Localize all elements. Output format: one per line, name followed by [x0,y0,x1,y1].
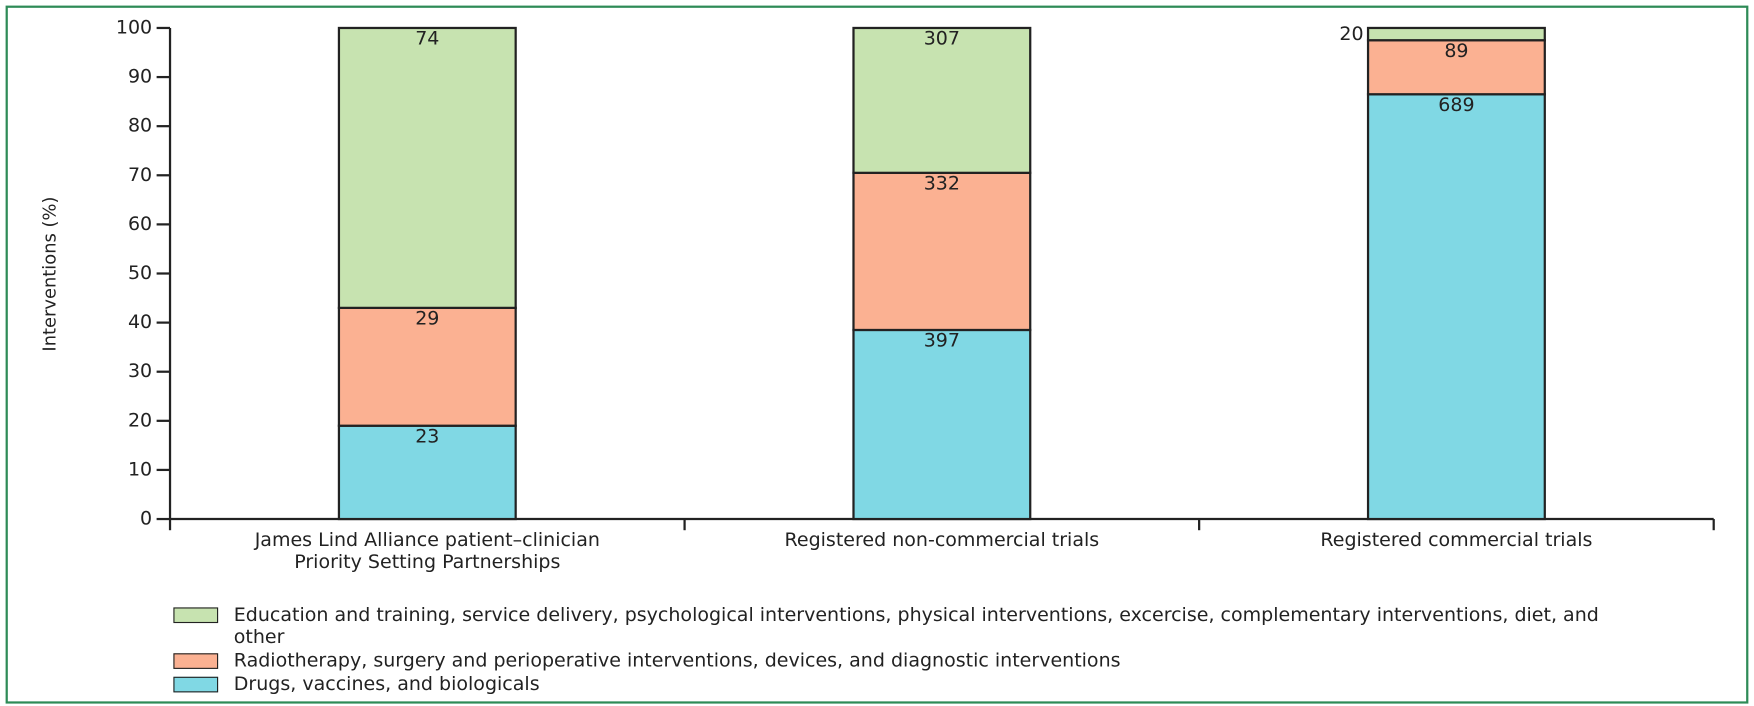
bar-segment [852,328,1032,521]
y-tick-label: 40 [128,311,152,333]
bar-segment [1366,93,1546,521]
data-label: 29 [415,308,439,330]
data-label: 397 [924,330,960,352]
y-tick-label: 70 [128,164,152,186]
bar-segment [852,26,1032,174]
data-label: 74 [415,28,439,50]
y-tick-label: 100 [116,16,152,38]
legend: Education and training, service delivery… [173,604,1627,697]
legend-swatch [173,653,219,669]
y-tick-label: 90 [128,66,152,88]
x-tick-label: Registered non-commercial trials [784,529,1100,552]
x-tick-label: Registered commercial trials [1320,529,1593,552]
legend-swatch [173,607,219,624]
y-tick-label: 50 [128,262,152,284]
legend-label: Education and training, service delivery… [233,604,1599,649]
y-axis-label: Interventions (%) [39,197,60,352]
bar-segment [337,424,517,521]
y-tick-label: 60 [128,213,152,235]
legend-label: Drugs, vaccines, and biologicals [233,673,540,696]
bar-segment [852,171,1032,332]
y-tick-label: 30 [128,360,152,382]
data-label: 332 [924,173,960,195]
y-tick-label: 0 [140,508,152,530]
y-tick-label: 80 [128,115,152,137]
data-label: 20 [1339,23,1363,45]
x-tick-label: James Lind Alliance patient–clinician Pr… [254,529,600,574]
data-label: 89 [1444,40,1468,62]
y-tick-label: 10 [128,458,152,480]
data-label: 307 [924,28,960,50]
legend-item: Radiotherapy, surgery and perioperative … [173,650,1627,672]
bar-segment [1366,26,1546,42]
legend-item: Drugs, vaccines, and biologicals [173,673,1627,696]
y-tick-label: 20 [128,409,152,431]
bar-segment [337,306,517,427]
legend-label: Radiotherapy, surgery and perioperative … [233,649,1121,673]
bar-segment [337,26,517,309]
legend-item: Education and training, service delivery… [173,604,1627,649]
legend-swatch [173,676,219,693]
data-label: 23 [415,425,439,447]
bar-segment [1366,39,1546,96]
data-label: 689 [1438,94,1474,116]
frame [5,5,1749,704]
